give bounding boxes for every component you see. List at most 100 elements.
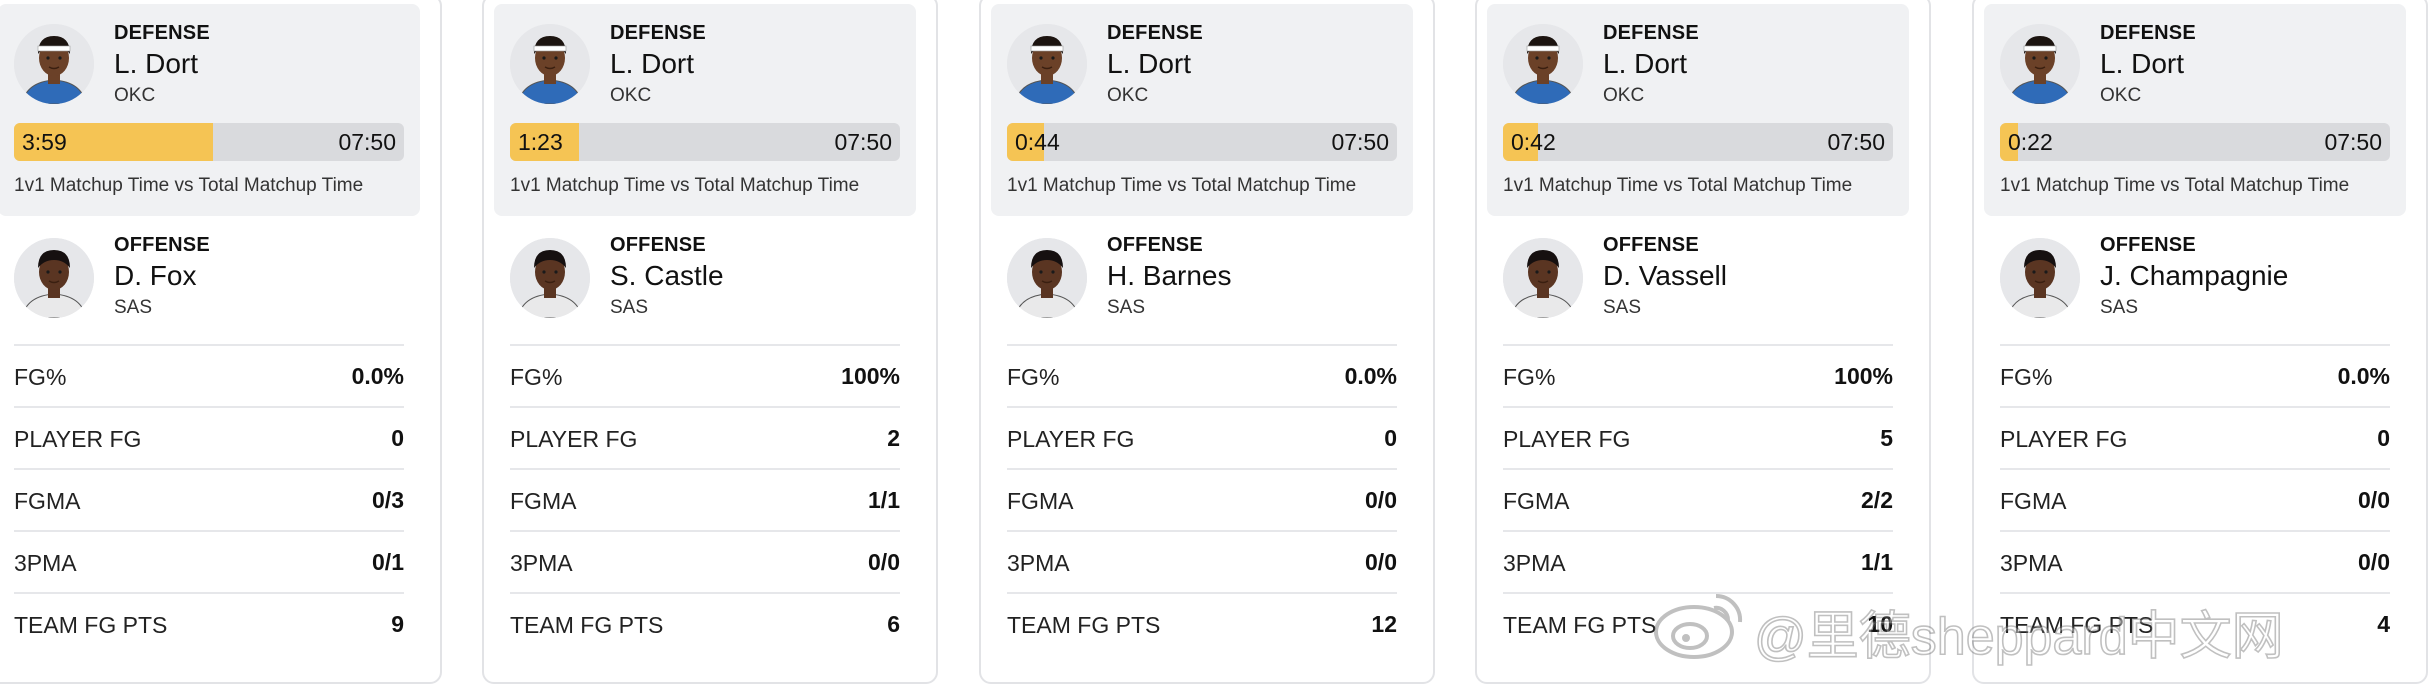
offense-team: SAS xyxy=(1603,297,1642,318)
stat-label: 3PMA xyxy=(510,550,573,576)
stat-label: TEAM FG PTS xyxy=(510,612,664,638)
defender-headshot-icon xyxy=(14,24,94,104)
matchup-time-bar: 3:59 07:50 xyxy=(14,123,404,161)
stat-row: 3PMA 0/0 xyxy=(2000,530,2390,592)
stat-label: PLAYER FG xyxy=(2000,426,2128,452)
defender-headshot-icon xyxy=(2000,24,2080,104)
matchup-card[interactable]: DEFENSE L. Dort OKC 0:42 07:50 1v1 Match… xyxy=(1475,0,1931,684)
total-matchup-time-value: 07:50 xyxy=(2324,129,2382,155)
defender-name[interactable]: L. Dort xyxy=(2100,48,2185,79)
defense-role-label: DEFENSE xyxy=(1603,22,1699,44)
stat-row: PLAYER FG 0 xyxy=(1007,406,1397,468)
defender-team: OKC xyxy=(2100,85,2142,106)
defense-role-label: DEFENSE xyxy=(114,22,210,44)
stat-row: PLAYER FG 5 xyxy=(1503,406,1893,468)
stat-label: TEAM FG PTS xyxy=(1007,612,1161,638)
matchup-time-bar: 0:22 07:50 xyxy=(2000,123,2390,161)
matchup-card[interactable]: DEFENSE L. Dort OKC 0:22 07:50 1v1 Match… xyxy=(1972,0,2428,684)
matchup-time-caption: 1v1 Matchup Time vs Total Matchup Time xyxy=(1007,175,1357,196)
matchup-time-caption: 1v1 Matchup Time vs Total Matchup Time xyxy=(1503,175,1853,196)
stat-row: FGMA 2/2 xyxy=(1503,468,1893,530)
stat-label: FG% xyxy=(1503,364,1556,390)
defender-name[interactable]: L. Dort xyxy=(610,48,695,79)
matchup-time-fill xyxy=(14,123,213,161)
offense-player-name[interactable]: D. Fox xyxy=(114,260,197,291)
defender-headshot-icon xyxy=(510,24,590,104)
stat-value: 100% xyxy=(1834,363,1893,389)
defender-name[interactable]: L. Dort xyxy=(114,48,199,79)
stat-value: 6 xyxy=(887,611,900,637)
stat-label: 3PMA xyxy=(2000,550,2063,576)
matchup-card[interactable]: DEFENSE L. Dort OKC 3:59 07:50 1v1 Match… xyxy=(0,0,442,684)
stat-label: PLAYER FG xyxy=(1007,426,1135,452)
stat-label: FGMA xyxy=(1007,488,1074,514)
stat-row: FG% 0.0% xyxy=(2000,344,2390,406)
stat-value: 0/0 xyxy=(2358,549,2390,575)
matchup-time-caption: 1v1 Matchup Time vs Total Matchup Time xyxy=(14,175,364,196)
stats-table: FG% 100% PLAYER FG 2 FGMA 1/1 3PMA 0/0 TEAM FG P… xyxy=(510,344,900,654)
stat-row: TEAM FG PTS 9 xyxy=(14,592,404,654)
defender-headshot-icon xyxy=(1503,24,1583,104)
matchup-time-bar: 0:44 07:50 xyxy=(1007,123,1397,161)
stat-label: 3PMA xyxy=(14,550,77,576)
matchup-time-bar: 0:42 07:50 xyxy=(1503,123,1893,161)
stat-value: 0 xyxy=(391,425,404,451)
stat-value: 1/1 xyxy=(1861,549,1893,575)
stat-value: 12 xyxy=(1371,611,1397,637)
offense-player-name[interactable]: D. Vassell xyxy=(1603,260,1727,291)
stat-row: FG% 0.0% xyxy=(1007,344,1397,406)
matchup-time-caption: 1v1 Matchup Time vs Total Matchup Time xyxy=(2000,175,2350,196)
stat-row: FG% 100% xyxy=(510,344,900,406)
defender-team: OKC xyxy=(1107,85,1149,106)
stat-value: 4 xyxy=(2377,611,2390,637)
stat-value: 0.0% xyxy=(351,363,404,389)
offense-headshot-icon xyxy=(14,238,94,318)
stats-table: FG% 0.0% PLAYER FG 0 FGMA 0/0 3PMA 0/0 TEAM FG P… xyxy=(1007,344,1397,654)
defender-team: OKC xyxy=(1603,85,1645,106)
stat-row: FGMA 0/0 xyxy=(1007,468,1397,530)
stat-row: TEAM FG PTS 10 xyxy=(1503,592,1893,654)
offense-role-label: OFFENSE xyxy=(1107,234,1203,256)
stat-value: 2/2 xyxy=(1861,487,1893,513)
offense-player-name[interactable]: H. Barnes xyxy=(1107,260,1232,291)
offense-role-label: OFFENSE xyxy=(2100,234,2196,256)
stat-value: 0 xyxy=(1384,425,1397,451)
matchup-time-caption: 1v1 Matchup Time vs Total Matchup Time xyxy=(510,175,860,196)
stat-row: TEAM FG PTS 4 xyxy=(2000,592,2390,654)
stat-label: TEAM FG PTS xyxy=(2000,612,2154,638)
stat-value: 0 xyxy=(2377,425,2390,451)
stat-row: FG% 100% xyxy=(1503,344,1893,406)
stat-value: 9 xyxy=(391,611,404,637)
offense-player-name[interactable]: J. Champagnie xyxy=(2100,260,2289,291)
stat-label: FG% xyxy=(1007,364,1060,390)
stat-value: 2 xyxy=(887,425,900,451)
offense-player-name[interactable]: S. Castle xyxy=(610,260,724,291)
matchup-card[interactable]: DEFENSE L. Dort OKC 0:44 07:50 1v1 Match… xyxy=(979,0,1435,684)
matchup-card[interactable]: DEFENSE L. Dort OKC 1:23 07:50 1v1 Match… xyxy=(482,0,938,684)
stat-value: 100% xyxy=(841,363,900,389)
stat-label: PLAYER FG xyxy=(1503,426,1631,452)
stat-label: 3PMA xyxy=(1503,550,1566,576)
stat-value: 0/0 xyxy=(2358,487,2390,513)
offense-team: SAS xyxy=(610,297,649,318)
matchup-time-fill xyxy=(1007,123,1044,161)
defense-section: DEFENSE L. Dort OKC 0:42 07:50 1v1 Match… xyxy=(1487,4,1909,216)
stat-label: TEAM FG PTS xyxy=(14,612,168,638)
defender-name[interactable]: L. Dort xyxy=(1603,48,1688,79)
stat-row: FGMA 1/1 xyxy=(510,468,900,530)
defense-section: DEFENSE L. Dort OKC 1:23 07:50 1v1 Match… xyxy=(494,4,916,216)
stat-value: 0/0 xyxy=(868,549,900,575)
defender-headshot-icon xyxy=(1007,24,1087,104)
stat-label: 3PMA xyxy=(1007,550,1070,576)
stat-value: 10 xyxy=(1867,611,1893,637)
stat-row: FG% 0.0% xyxy=(14,344,404,406)
defender-name[interactable]: L. Dort xyxy=(1107,48,1192,79)
defender-team: OKC xyxy=(610,85,652,106)
stat-row: 3PMA 0/0 xyxy=(510,530,900,592)
stat-label: TEAM FG PTS xyxy=(1503,612,1657,638)
defender-team: OKC xyxy=(114,85,156,106)
offense-role-label: OFFENSE xyxy=(114,234,210,256)
offense-team: SAS xyxy=(2100,297,2139,318)
stat-value: 5 xyxy=(1880,425,1893,451)
